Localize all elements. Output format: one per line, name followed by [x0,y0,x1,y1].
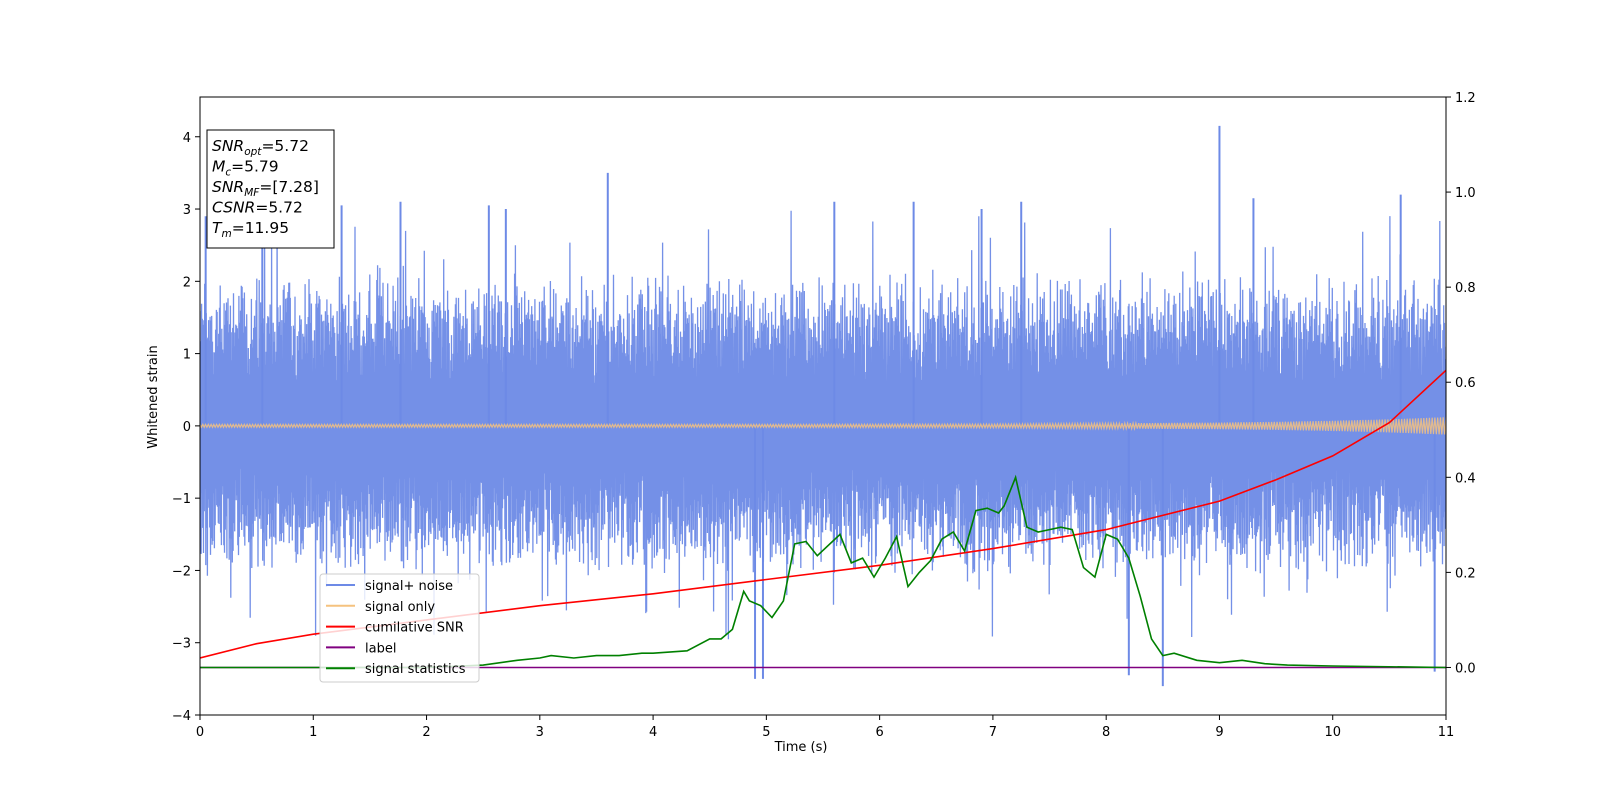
annotation-line: Mc=5.79 [212,158,279,179]
x-tick-label: 0 [196,725,204,740]
x-tick-label: 1 [309,725,317,740]
annotation-line: Tm=11.95 [212,219,289,240]
y2-tick-label: 0.2 [1455,566,1476,581]
plot-frame [199,96,1447,716]
x-tick-label: 2 [422,725,430,740]
legend-entry-label: label [365,641,396,656]
y2-tick-label: 0.6 [1455,376,1476,391]
y-tick-label: 4 [183,131,191,146]
y-tick-label: −2 [172,564,191,579]
y2-tick-label: 0.0 [1455,661,1476,676]
y-tick-label: 1 [183,348,191,363]
legend-entry-label: cumilative SNR [365,621,464,636]
legend: signal+ noise signal only cumilative SNR la… [319,573,480,683]
y-tick-label: 2 [183,275,191,290]
legend-entry-label: signal only [365,600,435,615]
x-tick-label: 4 [649,725,657,740]
y2-tick-label: 0.4 [1455,471,1476,486]
y-tick-label: −3 [172,637,191,652]
y2-tick-label: 1.2 [1455,91,1476,106]
legend-entry-label: signal statistics [365,662,466,677]
y-tick-label: 0 [183,420,191,435]
annotation-frame [206,129,335,249]
annotation-line: SNRMF=[7.28] [212,178,319,199]
x-axis-label: Time (s) [774,740,828,755]
x-tick-label: 7 [989,725,997,740]
x-tick-label: 8 [1102,725,1110,740]
y-axis-label: Whitened strain [146,345,161,448]
annotation-line: SNRopt=5.72 [212,137,309,158]
x-tick-label: 10 [1324,725,1341,740]
series-signal-statistics-line [200,474,1446,669]
x-tick-label: 6 [875,725,883,740]
y2-tick-label: 0.8 [1455,281,1476,296]
series-signal-noise-line [200,207,1446,640]
series-signal-only-line [200,417,1446,435]
x-tick-label: 11 [1438,725,1455,740]
x-tick-label: 9 [1215,725,1223,740]
y-tick-label: −1 [172,492,191,507]
legend-frame [319,573,480,683]
plot-area [200,125,1446,687]
y-tick-label: 3 [183,203,191,218]
annotation-line: CSNR=5.72 [212,199,303,217]
y-tick-label: −4 [172,709,191,724]
y2-tick-label: 1.0 [1455,186,1476,201]
x-tick-label: 3 [536,725,544,740]
axes: 0 1 2 3 4 5 6 7 8 9 10 11 −4 −3 −2 −1 0 1 2 3 4 0.0 0.2 0.4 0.6 0… [172,91,1476,740]
legend-entry-label: signal+ noise [365,579,453,594]
x-tick-label: 5 [762,725,770,740]
